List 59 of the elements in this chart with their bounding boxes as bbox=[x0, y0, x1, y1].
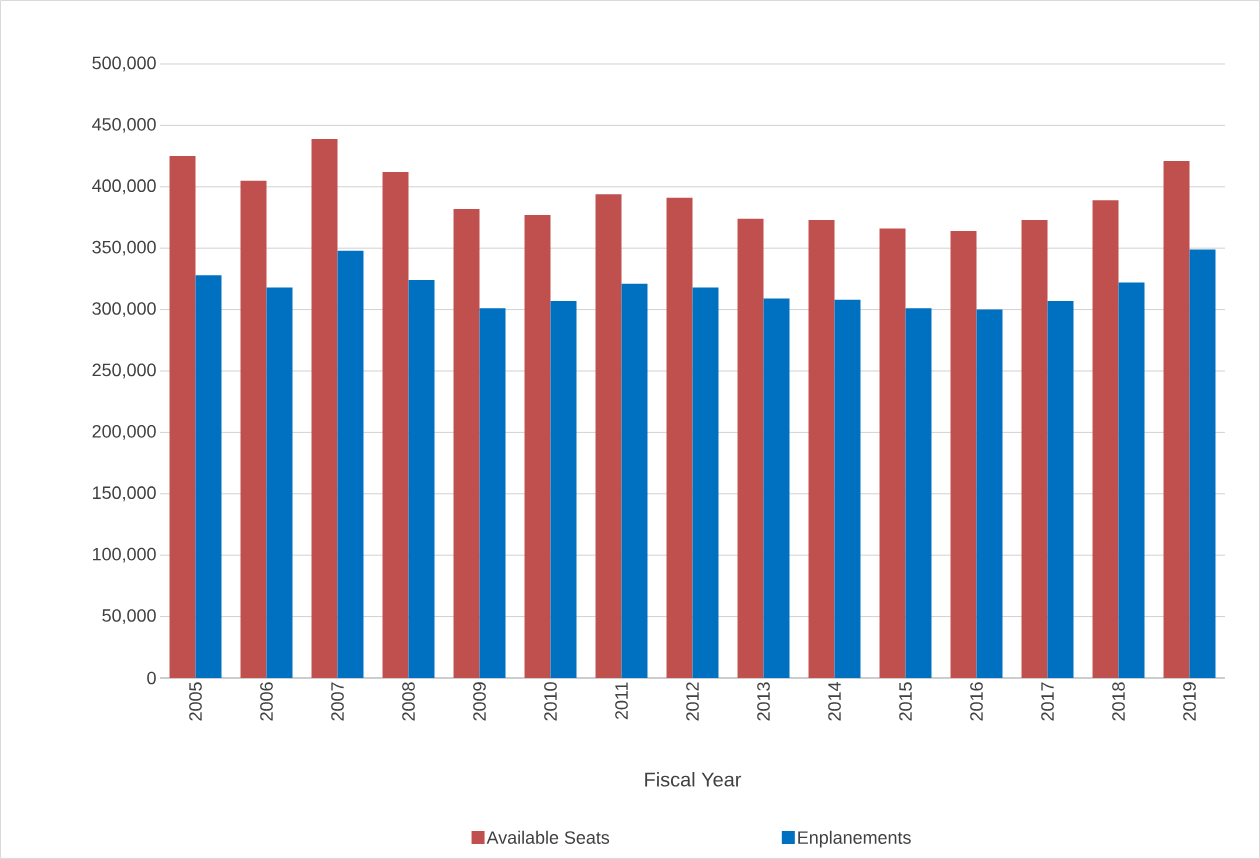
bar bbox=[666, 197, 693, 678]
x-tick-label: 2014 bbox=[828, 682, 841, 721]
bar bbox=[763, 298, 790, 678]
bar bbox=[550, 300, 577, 678]
bar bbox=[1189, 249, 1216, 678]
bar bbox=[408, 280, 435, 678]
x-tick-label: 2016 bbox=[970, 682, 983, 721]
legend-label: Available Seats bbox=[486, 830, 610, 844]
bar bbox=[905, 308, 932, 678]
x-tick-label: 2013 bbox=[757, 682, 770, 721]
bar bbox=[950, 230, 977, 678]
bar bbox=[834, 299, 861, 678]
bar bbox=[1118, 282, 1145, 678]
bar bbox=[337, 250, 364, 678]
x-tick-label: 2006 bbox=[260, 682, 273, 721]
bar bbox=[595, 194, 622, 678]
y-tick-label: 300,000 bbox=[92, 302, 156, 317]
bar bbox=[240, 180, 267, 678]
x-tick-label: 2017 bbox=[1041, 682, 1054, 721]
bar bbox=[976, 309, 1003, 678]
y-tick-label: 50,000 bbox=[102, 609, 156, 624]
bar bbox=[621, 283, 648, 678]
y-tick-label: 350,000 bbox=[92, 240, 156, 256]
bar bbox=[266, 287, 293, 678]
bar bbox=[479, 308, 506, 678]
x-tick-label: 2019 bbox=[1183, 682, 1196, 721]
x-tick-label: 2008 bbox=[402, 682, 415, 721]
y-tick-label: 500,000 bbox=[92, 56, 156, 72]
bar bbox=[524, 215, 551, 678]
x-tick-label: 2012 bbox=[686, 682, 699, 721]
bar bbox=[879, 228, 906, 678]
bar bbox=[692, 287, 719, 678]
y-tick-label: 150,000 bbox=[93, 486, 156, 502]
bar bbox=[169, 156, 196, 678]
x-tick-label: 2010 bbox=[544, 682, 557, 721]
x-axis-title: Fiscal Year bbox=[645, 771, 742, 787]
bar bbox=[195, 275, 222, 678]
y-tick-label: 450,000 bbox=[92, 117, 156, 133]
x-tick-label: 2018 bbox=[1112, 682, 1125, 721]
bar bbox=[453, 208, 480, 678]
bar bbox=[808, 219, 835, 678]
bar bbox=[1021, 219, 1048, 678]
bar bbox=[1163, 161, 1190, 678]
x-tick-label: 2005 bbox=[189, 682, 202, 721]
y-tick-label: 100,000 bbox=[93, 547, 156, 563]
bar bbox=[1047, 300, 1074, 678]
y-tick-label: 200,000 bbox=[92, 424, 156, 440]
legend-label: Enplanements bbox=[798, 830, 911, 848]
y-tick-label: 400,000 bbox=[92, 179, 156, 195]
y-tick-label: 0 bbox=[147, 671, 156, 685]
y-tick-label: 250,000 bbox=[92, 363, 156, 379]
x-tick-label: 2015 bbox=[899, 682, 912, 721]
x-tick-label: 2009 bbox=[473, 682, 486, 721]
bar bbox=[1092, 200, 1119, 678]
bar bbox=[382, 172, 409, 678]
bar bbox=[311, 138, 338, 678]
x-tick-label: 2007 bbox=[331, 682, 344, 721]
bar bbox=[737, 218, 764, 678]
x-tick-label: 2011 bbox=[615, 682, 628, 720]
